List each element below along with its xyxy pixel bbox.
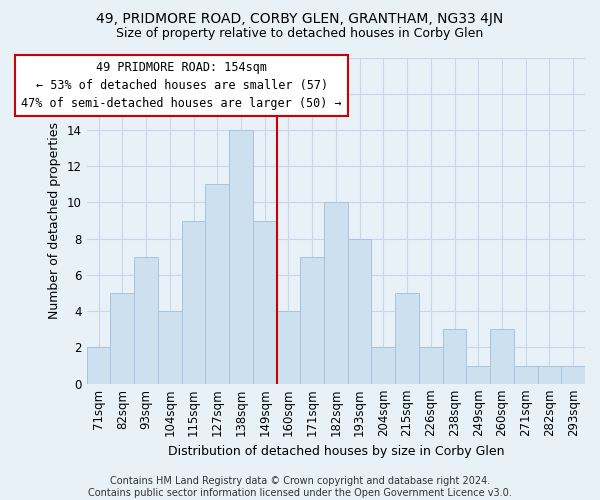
Bar <box>466 366 490 384</box>
Text: Contains HM Land Registry data © Crown copyright and database right 2024.
Contai: Contains HM Land Registry data © Crown c… <box>88 476 512 498</box>
Text: 49 PRIDMORE ROAD: 154sqm
← 53% of detached houses are smaller (57)
47% of semi-d: 49 PRIDMORE ROAD: 154sqm ← 53% of detach… <box>22 61 342 110</box>
Text: Size of property relative to detached houses in Corby Glen: Size of property relative to detached ho… <box>116 28 484 40</box>
Bar <box>371 348 395 384</box>
Bar <box>229 130 253 384</box>
Bar <box>514 366 538 384</box>
Bar <box>300 257 324 384</box>
Bar <box>443 330 466 384</box>
Bar <box>490 330 514 384</box>
Bar <box>538 366 561 384</box>
Bar <box>277 311 300 384</box>
Bar <box>182 220 205 384</box>
Bar <box>324 202 348 384</box>
Bar <box>395 293 419 384</box>
Bar <box>561 366 585 384</box>
Y-axis label: Number of detached properties: Number of detached properties <box>49 122 61 319</box>
Bar <box>419 348 443 384</box>
Text: 49, PRIDMORE ROAD, CORBY GLEN, GRANTHAM, NG33 4JN: 49, PRIDMORE ROAD, CORBY GLEN, GRANTHAM,… <box>97 12 503 26</box>
Bar <box>134 257 158 384</box>
Bar <box>110 293 134 384</box>
Bar <box>158 311 182 384</box>
Bar <box>253 220 277 384</box>
Bar <box>348 238 371 384</box>
X-axis label: Distribution of detached houses by size in Corby Glen: Distribution of detached houses by size … <box>167 444 504 458</box>
Bar <box>87 348 110 384</box>
Bar <box>205 184 229 384</box>
